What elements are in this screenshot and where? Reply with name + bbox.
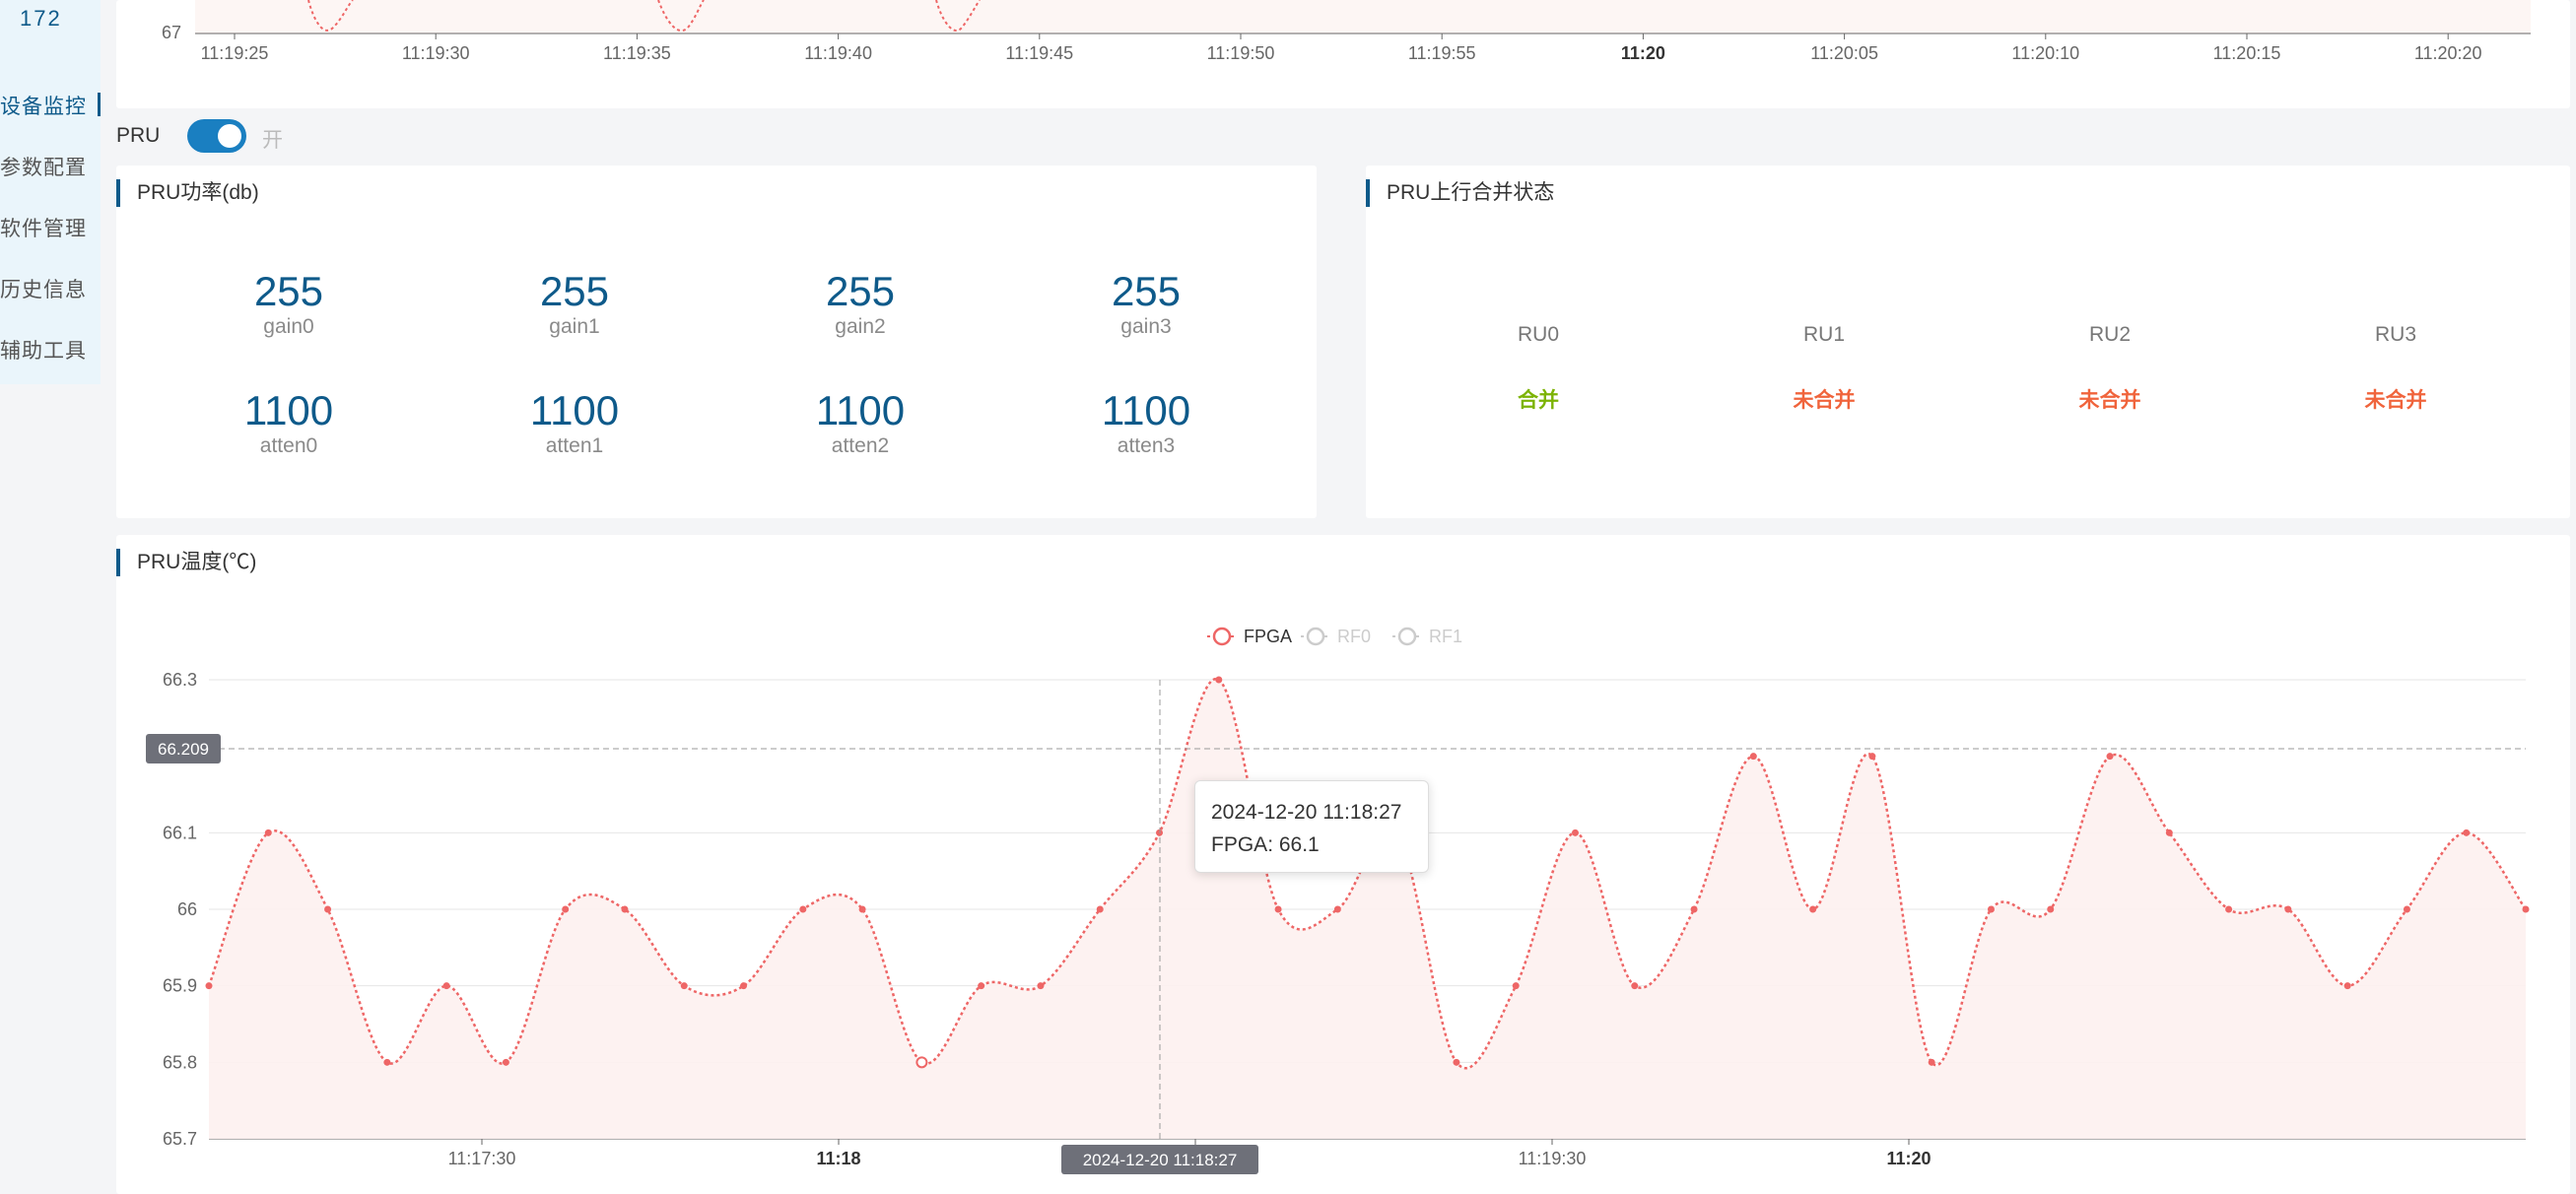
sidebar-item-history[interactable]: 历史信息 [0,274,101,303]
top-chart-line-segment [935,0,981,32]
sidebar-item-label: 参数配置 [0,157,87,179]
sidebar-item-tools[interactable]: 辅助工具 [0,335,101,365]
top-chart-line-segment [657,0,705,32]
top-chart-x-tick-label: 11:19:30 [402,43,470,63]
panel-title: PRU功率(db) [116,179,259,207]
sidebar-item-device-monitor[interactable]: 设备监控 [0,91,101,120]
active-indicator [98,93,101,116]
atten-metric: 1100 atten1 [432,387,717,458]
pru-label: PRU [116,124,161,147]
top-chart-x-tick-label: 11:19:50 [1207,43,1275,63]
atten-label: atten0 [259,434,318,457]
top-chart: 67 11:19:25 11:19:30 11:19:35 11:19:40 11:19… [162,0,2531,63]
tooltip-value: 66.1 [1278,833,1320,856]
panel-title: PRU上行合并状态 [1366,179,1554,207]
atten-value: 1100 [529,387,620,433]
ru-name: RU0 [1517,323,1559,346]
power-panel: PRU功率(db) 255 gain0 255 gain1 255 gain2 … [116,166,1317,518]
tooltip-time: 2024-12-20 11:18:27 [1211,801,1402,824]
ru-status-text: 未合并 [1793,389,1856,412]
atten-value: 1100 [815,387,906,433]
ru-name: RU1 [1802,323,1845,346]
atten-metric: 1100 atten2 [717,387,1003,458]
chart-tooltip: 2024-12-20 11:18:27 FPGA: 66.1 [1194,780,1429,873]
top-chart-x-tick-label: 11:20:05 [1810,43,1878,63]
pru-toggle[interactable] [187,119,246,153]
ru-status: RU3 未合并 [2253,323,2539,414]
sidebar-top-value: 172 [20,6,62,31]
gain-value: 255 [253,268,324,314]
top-chart-area [195,0,2531,33]
gain-label: gain3 [1120,315,1172,338]
gain-value: 255 [539,268,610,314]
ru-name: RU3 [2374,323,2416,346]
merge-panel: PRU上行合并状态 RU0 合并 RU1 未合并 RU2 未合并 RU3 未合并 [1366,166,2570,518]
sidebar: 172 设备监控 参数配置 软件管理 历史信息 辅助工具 [0,0,101,384]
top-chart-x-tick-label: 11:20 [1621,43,1665,63]
sidebar-item-param-config[interactable]: 参数配置 [0,152,101,181]
gain-metric: 255 gain1 [432,268,717,339]
ru-status: RU2 未合并 [1967,323,2253,414]
tooltip-value-row: FPGA: 66.1 [1211,833,1320,856]
top-chart-x-tick-label: 11:19:45 [1005,43,1073,63]
top-chart-x-tick-label: 11:19:25 [201,43,269,63]
ru-status: RU1 未合并 [1681,323,1967,414]
atten-label: atten3 [1117,434,1176,457]
sidebar-item-label: 历史信息 [0,279,87,301]
atten-metric: 1100 atten3 [1003,387,1289,458]
sidebar-item-label: 辅助工具 [0,340,87,363]
ru-status-text: 合并 [1518,389,1559,412]
top-chart-x-tick-label: 11:20:20 [2414,43,2482,63]
top-chart-panel: 67 11:19:25 11:19:30 11:19:35 11:19:40 11:19… [116,0,2570,108]
sidebar-item-label: 设备监控 [0,96,87,118]
pru-toggle-state: 开 [262,129,283,152]
top-chart-x-tick-label: 11:20:15 [2213,43,2281,63]
panel-title: PRU温度(℃) [116,549,256,576]
gain-value: 255 [825,268,896,314]
tooltip-series: FPGA [1211,833,1268,856]
top-chart-x-ticks: 11:19:25 11:19:30 11:19:35 11:19:40 11:19:45… [201,33,2482,63]
gain-metric: 255 gain0 [146,268,432,339]
top-chart-x-tick-label: 11:19:35 [603,43,671,63]
gain-label: gain1 [549,315,600,338]
gain-label: gain2 [835,315,886,338]
atten-label: atten1 [545,434,604,457]
toggle-knob [218,124,241,148]
ru-name: RU2 [2088,323,2131,346]
top-chart-x-tick-label: 11:19:55 [1408,43,1476,63]
atten-label: atten2 [831,434,890,457]
gain-label: gain0 [263,315,314,338]
sidebar-item-software-mgmt[interactable]: 软件管理 [0,213,101,242]
ru-status-text: 未合并 [2364,389,2427,412]
ru-status-text: 未合并 [2078,389,2141,412]
gain-value: 255 [1111,268,1182,314]
atten-metric: 1100 atten0 [146,387,432,458]
top-chart-x-tick-label: 11:20:10 [2011,43,2079,63]
top-chart-line-segment [307,0,354,32]
ru-status: RU0 合并 [1395,323,1681,414]
atten-value: 1100 [1101,387,1191,433]
top-chart-y-tick: 67 [162,23,181,42]
atten-value: 1100 [243,387,334,433]
sidebar-item-label: 软件管理 [0,218,87,240]
gain-metric: 255 gain2 [717,268,1003,339]
top-chart-x-tick-label: 11:19:40 [804,43,872,63]
gain-metric: 255 gain3 [1003,268,1289,339]
